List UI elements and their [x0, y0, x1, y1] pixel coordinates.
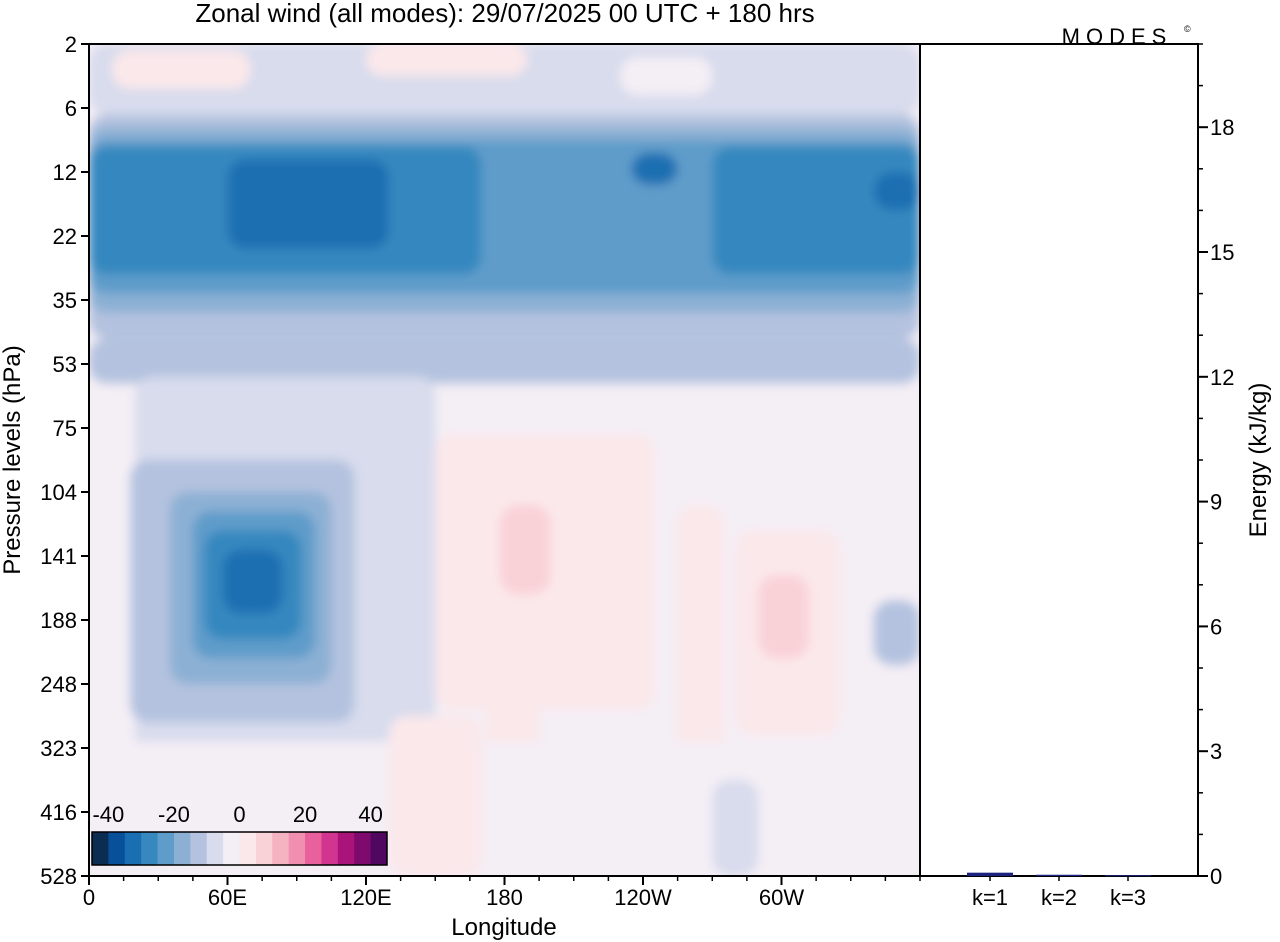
y-tick-label: 35	[53, 288, 77, 313]
energy-category-label: k=1	[972, 885, 1008, 910]
heatmap-contour-region	[499, 504, 551, 595]
energy-tick-label: 15	[1210, 240, 1234, 265]
heatmap-contour-region	[758, 575, 810, 659]
energy-bars	[967, 872, 1151, 877]
y-tick-label: 104	[40, 480, 77, 505]
colorbar-swatch	[321, 832, 339, 865]
x-tick-label: 0	[83, 885, 95, 910]
y-tick-label: 12	[53, 160, 77, 185]
energy-frame	[919, 43, 1199, 877]
heatmap-contour-region	[712, 146, 920, 275]
heatmap-contour-region	[112, 50, 251, 89]
energy-axes: 0 3 6 9 12 15 18 k=1 k=2 k=3	[972, 43, 1234, 910]
colorbar-swatch	[223, 832, 240, 865]
x-tick-label: 60E	[208, 885, 247, 910]
colorbar-swatch	[108, 832, 126, 865]
energy-tick-label: 12	[1210, 365, 1234, 390]
energy-bar	[1105, 875, 1151, 877]
colorbar-tick-label: 20	[293, 802, 317, 827]
heatmap-contour-region	[366, 44, 528, 76]
energy-panel: 0 3 6 9 12 15 18 k=1 k=2 k=3	[919, 43, 1234, 910]
heatmap-contour-region	[89, 338, 920, 384]
colorbar-tick-label: -40	[92, 802, 124, 827]
heatmap-contour-region	[227, 159, 390, 249]
energy-tick-label: 18	[1210, 115, 1234, 140]
colorbar-swatch	[337, 832, 355, 865]
y-tick-label: 188	[40, 608, 77, 633]
y-tick-label: 528	[40, 864, 77, 889]
y-tick-label: 75	[53, 416, 77, 441]
colorbar: -40 -20 0 20 40	[91, 802, 388, 866]
energy-bar	[967, 872, 1013, 876]
colorbar-tick-label: -20	[158, 802, 190, 827]
y-axis-title: Pressure levels (hPa)	[0, 345, 26, 574]
colorbar-swatch	[92, 832, 109, 865]
colorbar-swatch	[288, 832, 306, 865]
heatmap-contour-region	[89, 44, 920, 115]
energy-tick-label: 6	[1210, 614, 1222, 639]
y-tick-label: 22	[53, 224, 77, 249]
energy-category-label: k=2	[1041, 885, 1077, 910]
x-axis-title: Longitude	[451, 914, 556, 941]
energy-category-label: k=3	[1110, 885, 1146, 910]
energy-bar	[1036, 874, 1082, 876]
colorbar-tick-label: 0	[233, 802, 245, 827]
colorbar-swatch	[239, 832, 257, 865]
colorbar-swatch	[190, 832, 208, 865]
y-tick-label: 141	[40, 544, 77, 569]
chart-title: Zonal wind (all modes): 29/07/2025 00 UT…	[195, 0, 814, 28]
colorbar-tick-label: 40	[358, 802, 382, 827]
x-tick-label: 180	[486, 885, 523, 910]
colorbar-swatch	[157, 832, 175, 865]
colorbar-swatch	[124, 832, 142, 865]
colorbar-swatch	[305, 832, 322, 865]
heatmap-contour-region	[873, 600, 920, 665]
x-tick-label: 120E	[340, 885, 391, 910]
colorbar-swatch	[255, 832, 273, 865]
y-tick-label: 53	[53, 352, 77, 377]
energy-tick-label: 0	[1210, 864, 1222, 889]
x-tick-label: 120W	[614, 885, 672, 910]
colorbar-swatch	[370, 832, 388, 865]
energy-axis-title: Energy (kJ/kg)	[1245, 383, 1272, 538]
heatmap-contour-region	[631, 152, 678, 185]
colorbar-swatch	[141, 832, 159, 865]
heatmap-field	[89, 44, 920, 876]
y-tick-label: 6	[65, 96, 77, 121]
energy-tick-label: 9	[1210, 490, 1222, 515]
colorbar-swatch	[206, 832, 224, 865]
x-tick-label: 60W	[759, 885, 804, 910]
y-tick-label: 416	[40, 800, 77, 825]
modes-logo-mark: ©	[1184, 24, 1191, 34]
y-tick-label: 248	[40, 672, 77, 697]
y-tick-label: 323	[40, 736, 77, 761]
heatmap-contour-region	[873, 172, 920, 211]
heatmap-contours	[89, 44, 920, 876]
colorbar-swatch	[272, 832, 290, 865]
heatmap-contour-region	[222, 549, 283, 614]
y-tick-label: 2	[65, 32, 77, 57]
colorbar-frame	[91, 831, 388, 866]
heatmap-contour-region	[619, 56, 713, 96]
energy-tick-label: 3	[1210, 739, 1222, 764]
heatmap-contour-region	[389, 716, 482, 876]
colorbar-swatch	[354, 832, 372, 865]
heatmap-contour-region	[712, 780, 759, 876]
colorbar-swatch	[173, 832, 191, 865]
